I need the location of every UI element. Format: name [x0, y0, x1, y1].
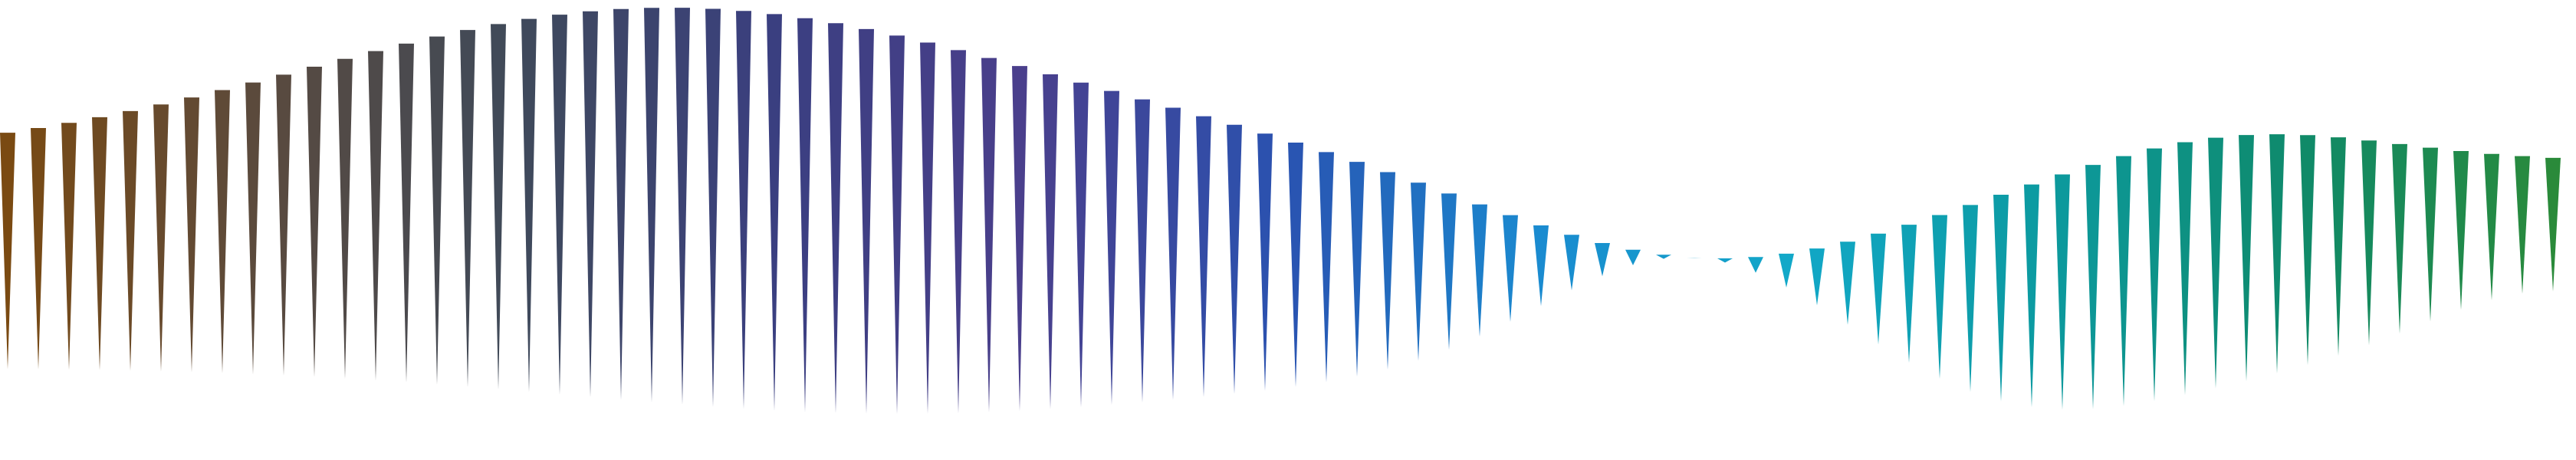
spike: [429, 36, 445, 385]
spike: [2361, 140, 2377, 346]
spike: [2055, 174, 2070, 410]
spike: [1135, 99, 1150, 403]
spike: [245, 82, 261, 375]
spike-group: [0, 8, 2561, 414]
spike: [2453, 150, 2469, 310]
spike: [1901, 225, 1917, 363]
spike: [1288, 143, 1303, 387]
spike: [920, 42, 935, 414]
spike: [2177, 142, 2193, 396]
spike: [2515, 156, 2530, 294]
spike: [460, 30, 475, 387]
spike: [307, 67, 322, 377]
spike: [1073, 82, 1089, 408]
spike: [1779, 253, 1794, 288]
spike: [583, 11, 598, 398]
spike: [491, 24, 506, 389]
spike: [2024, 184, 2039, 408]
spike: [1871, 233, 1886, 345]
spike: [2116, 156, 2131, 406]
spike: [1963, 205, 1978, 393]
spike: [2300, 135, 2315, 366]
spike: [1165, 107, 1181, 400]
spike: [644, 8, 659, 402]
spike: [31, 127, 46, 370]
spike: [1840, 242, 1855, 325]
spike: [1503, 215, 1518, 322]
spike: [521, 18, 537, 393]
spike: [797, 18, 813, 412]
spike: [859, 28, 874, 414]
spike: [368, 51, 383, 381]
spike: [1043, 74, 1058, 409]
spike: [1932, 215, 1947, 380]
spike: [828, 23, 843, 413]
spike: [1533, 225, 1549, 307]
spike: [767, 14, 782, 411]
spike: [2269, 134, 2285, 374]
spike: [1564, 235, 1579, 291]
spike: [2239, 135, 2254, 382]
spike: [0, 133, 15, 370]
spike: [613, 8, 629, 400]
spike: [1748, 257, 1763, 273]
spike: [1595, 243, 1610, 277]
spike: [399, 43, 414, 383]
spike: [1319, 152, 1334, 383]
spike: [1380, 172, 1395, 370]
spike: [705, 8, 721, 407]
spike: [1472, 204, 1487, 337]
spike: [1411, 182, 1426, 361]
spike: [2147, 148, 2162, 402]
spike: [981, 58, 997, 412]
spike: [2484, 153, 2499, 301]
spike: [736, 11, 751, 409]
spike: [215, 90, 230, 373]
spike: [1625, 249, 1641, 266]
spike: [552, 15, 567, 395]
spike: [1257, 133, 1273, 391]
spike: [1441, 193, 1457, 350]
spike: [184, 97, 199, 373]
spike: [889, 35, 905, 414]
spike: [951, 50, 966, 413]
spike: [1349, 162, 1365, 377]
spike: [1993, 195, 2009, 402]
spike: [337, 58, 353, 379]
spike: [123, 110, 138, 371]
spike: [1809, 248, 1825, 306]
spike: [675, 8, 690, 406]
spike: [1104, 90, 1119, 406]
spike: [2545, 157, 2561, 292]
spike: [92, 117, 107, 370]
spike: [1717, 258, 1733, 263]
spike: [2085, 165, 2101, 409]
spike: [276, 74, 291, 376]
spike: [61, 123, 77, 370]
spike: [1012, 66, 1027, 411]
spike: [1196, 116, 1211, 397]
spike: [2208, 137, 2223, 389]
spike: [1227, 124, 1242, 395]
spike: [153, 104, 169, 372]
spike: [2423, 147, 2438, 322]
spike: [1656, 255, 1671, 259]
spike: [2392, 143, 2407, 334]
spike: [2331, 137, 2346, 356]
